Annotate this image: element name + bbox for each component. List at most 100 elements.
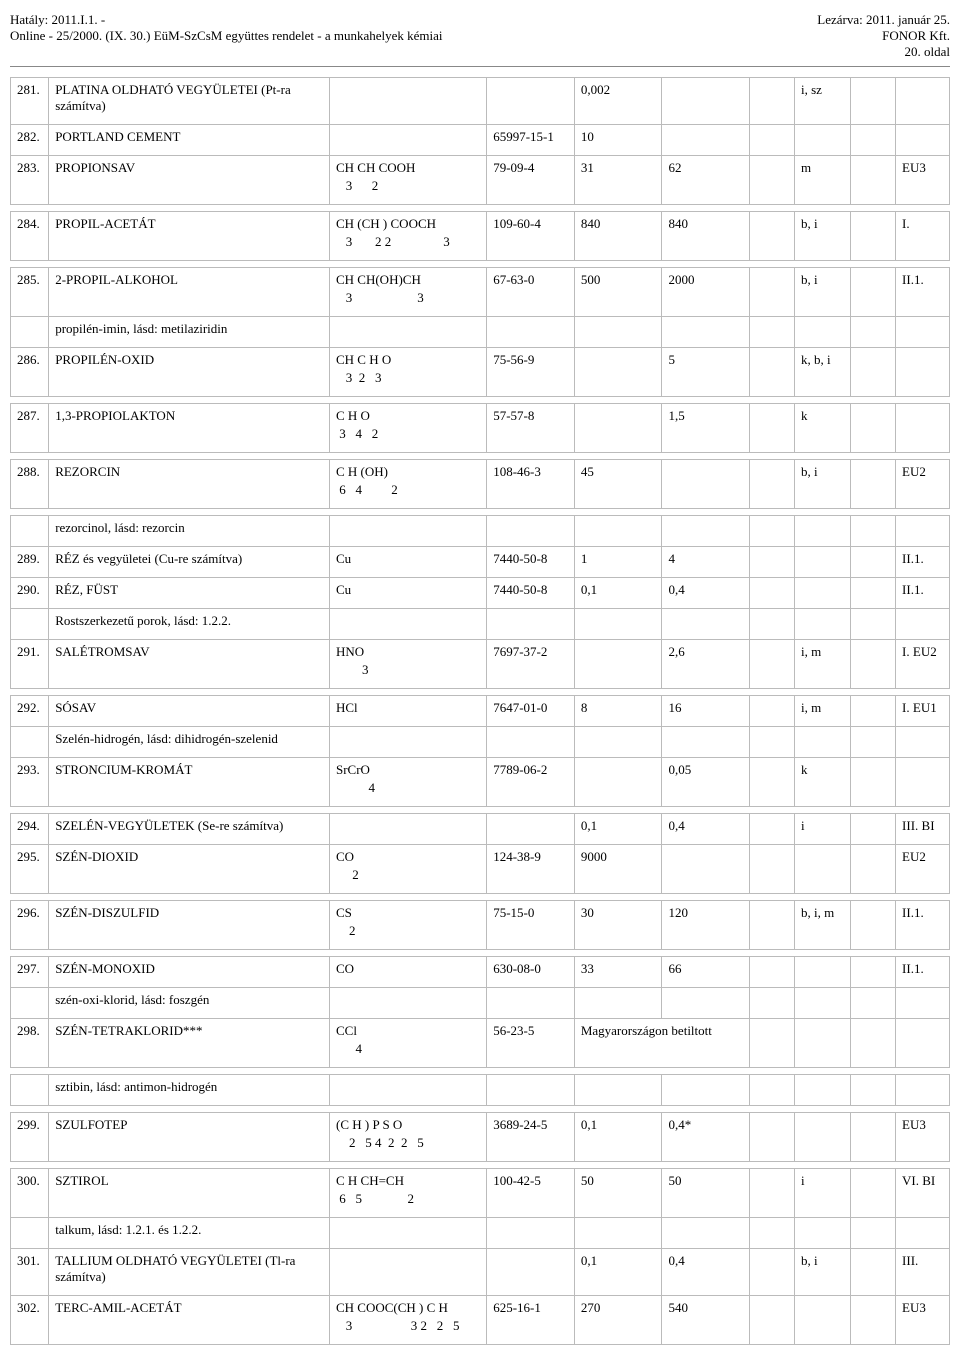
- cell-blank1: [750, 212, 795, 261]
- cell-cls: [896, 609, 950, 640]
- cell-name: PLATINA OLDHATÓ VEGYÜLETEI (Pt-ra számít…: [49, 78, 330, 125]
- cell-num: 282.: [11, 125, 49, 156]
- cell-blank1: [750, 547, 795, 578]
- cell-blank2: [851, 957, 896, 988]
- cell-name: Rostszerkezetű porok, lásd: 1.2.2.: [49, 609, 330, 640]
- cell-note: [794, 988, 850, 1019]
- cell-cls: II.1.: [896, 547, 950, 578]
- cell-v1: 31: [574, 156, 662, 205]
- cell-cls: EU3: [896, 156, 950, 205]
- cell-blank2: [851, 758, 896, 807]
- cell-blank1: [750, 578, 795, 609]
- cell-v1: 840: [574, 212, 662, 261]
- cell-v2: 0,4: [662, 814, 750, 845]
- cell-formula: SrCrO 4: [329, 758, 486, 807]
- cell-cls: I. EU1: [896, 696, 950, 727]
- spacer-row: [11, 261, 950, 268]
- table-row: rezorcinol, lásd: rezorcin: [11, 516, 950, 547]
- cell-note: k: [794, 758, 850, 807]
- cell-blank1: [750, 845, 795, 894]
- cell-cls: VI. BI: [896, 1169, 950, 1218]
- table-row: Szelén-hidrogén, lásd: dihidrogén-szelen…: [11, 727, 950, 758]
- cell-v1: 0,1: [574, 1113, 662, 1162]
- cell-blank2: [851, 268, 896, 317]
- cell-note: k: [794, 404, 850, 453]
- cell-formula: CH COOC(CH ) C H 3 3 2 2 5: [329, 1296, 486, 1345]
- cell-v2: [662, 78, 750, 125]
- spacer-row: [11, 807, 950, 814]
- cell-v2: [662, 1075, 750, 1106]
- spacer-row: [11, 689, 950, 696]
- cell-v2: 0,4*: [662, 1113, 750, 1162]
- cell-blank2: [851, 78, 896, 125]
- cell-cls: EU3: [896, 1113, 950, 1162]
- cell-cls: I. EU2: [896, 640, 950, 689]
- cell-num: [11, 988, 49, 1019]
- cell-cas: 7440-50-8: [487, 547, 575, 578]
- cell-blank2: [851, 696, 896, 727]
- cell-v2: [662, 460, 750, 509]
- header-source: Online - 25/2000. (IX. 30.) EüM-SzCsM eg…: [10, 28, 443, 44]
- cell-blank1: [750, 1169, 795, 1218]
- cell-note: [794, 609, 850, 640]
- cell-cls: [896, 988, 950, 1019]
- cell-formula: [329, 1249, 486, 1296]
- cell-cas: [487, 1218, 575, 1249]
- cell-num: 288.: [11, 460, 49, 509]
- cell-v1: 1: [574, 547, 662, 578]
- cell-num: 291.: [11, 640, 49, 689]
- cell-num: 281.: [11, 78, 49, 125]
- spacer-row: [11, 453, 950, 460]
- spacer-row: [11, 1162, 950, 1169]
- cell-name: SZÉN-MONOXID: [49, 957, 330, 988]
- table-row: 293.STRONCIUM-KROMÁTSrCrO 47789-06-20,05…: [11, 758, 950, 807]
- cell-blank1: [750, 609, 795, 640]
- cell-note: [794, 1019, 850, 1068]
- table-row: Rostszerkezetű porok, lásd: 1.2.2.: [11, 609, 950, 640]
- table-row: 294.SZELÉN-VEGYÜLETEK (Se-re számítva)0,…: [11, 814, 950, 845]
- cell-v2: [662, 516, 750, 547]
- cell-cas: 57-57-8: [487, 404, 575, 453]
- cell-cas: 630-08-0: [487, 957, 575, 988]
- cell-name: REZORCIN: [49, 460, 330, 509]
- cell-cls: [896, 317, 950, 348]
- cell-name: PROPIONSAV: [49, 156, 330, 205]
- cell-v2: 120: [662, 901, 750, 950]
- cell-v1: [574, 609, 662, 640]
- cell-cls: [896, 727, 950, 758]
- cell-note: b, i: [794, 212, 850, 261]
- cell-v1: [574, 1218, 662, 1249]
- cell-blank2: [851, 1075, 896, 1106]
- cell-v1: 30: [574, 901, 662, 950]
- header-left: Hatály: 2011.I.1. - Online - 25/2000. (I…: [10, 12, 443, 60]
- cell-blank2: [851, 727, 896, 758]
- header-validity: Hatály: 2011.I.1. -: [10, 12, 443, 28]
- table-row: 282.PORTLAND CEMENT65997-15-110: [11, 125, 950, 156]
- cell-blank1: [750, 640, 795, 689]
- cell-v2: [662, 125, 750, 156]
- cell-num: 289.: [11, 547, 49, 578]
- cell-num: 297.: [11, 957, 49, 988]
- cell-v1: 8: [574, 696, 662, 727]
- cell-blank1: [750, 1019, 795, 1068]
- table-row: 297.SZÉN-MONOXIDCO630-08-03366II.1.: [11, 957, 950, 988]
- cell-cls: [896, 348, 950, 397]
- spacer-row: [11, 894, 950, 901]
- table-row: 291.SALÉTROMSAVHNO 37697-37-22,6i, mI. E…: [11, 640, 950, 689]
- cell-v1: 500: [574, 268, 662, 317]
- cell-note: k, b, i: [794, 348, 850, 397]
- cell-name: PORTLAND CEMENT: [49, 125, 330, 156]
- cell-v2: 2,6: [662, 640, 750, 689]
- cell-v1: 50: [574, 1169, 662, 1218]
- table-row: 295.SZÉN-DIOXIDCO 2124-38-99000EU2: [11, 845, 950, 894]
- cell-v2: [662, 727, 750, 758]
- cell-v1: 45: [574, 460, 662, 509]
- spacer-row: [11, 397, 950, 404]
- cell-num: [11, 516, 49, 547]
- cell-cls: [896, 78, 950, 125]
- cell-num: [11, 1075, 49, 1106]
- table-row: 284.PROPIL-ACETÁTCH (CH ) COOCH 3 2 2 31…: [11, 212, 950, 261]
- cell-name: SZÉN-TETRAKLORID***: [49, 1019, 330, 1068]
- cell-blank1: [750, 727, 795, 758]
- cell-formula: HCl: [329, 696, 486, 727]
